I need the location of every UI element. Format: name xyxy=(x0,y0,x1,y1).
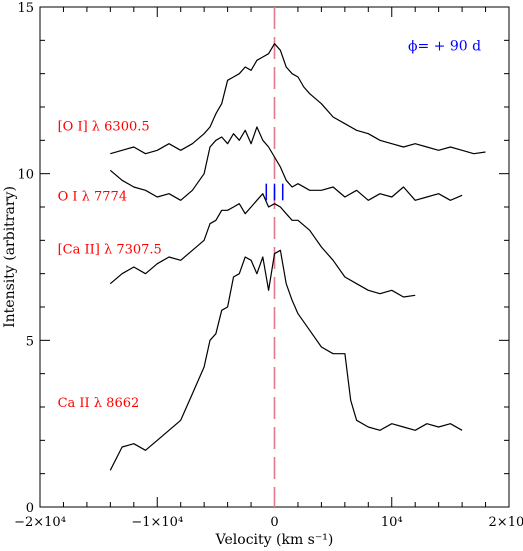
axis-tick-labels: −2×10⁴ −1×10⁴ 0 10⁴ 2×10⁴ 0 5 10 15 xyxy=(14,1,523,530)
series-line-1 xyxy=(109,126,463,201)
x-tick-label: 0 xyxy=(270,515,278,530)
series-label-2: [Ca II] λ 7307.5 xyxy=(58,243,162,258)
y-tick-label: 15 xyxy=(17,1,34,16)
series-line-2 xyxy=(109,193,416,298)
x-tick-label: 10⁴ xyxy=(381,515,403,530)
y-tick-label: 5 xyxy=(26,334,34,349)
series-labels: [O I] λ 6300.5 O I λ 7774 [Ca II] λ 7307.5… xyxy=(58,119,162,411)
y-tick-label: 0 xyxy=(26,501,34,516)
y-axis-title: Intensity (arbitrary) xyxy=(2,186,18,328)
y-tick-label: 10 xyxy=(17,168,34,183)
x-axis-title: Velocity (km s⁻¹) xyxy=(215,532,334,548)
series-label-3: Ca II λ 8662 xyxy=(58,396,140,411)
series-curves xyxy=(109,43,486,471)
x-tick-label: 2×10⁴ xyxy=(489,515,523,530)
phase-annotation: ϕ= + 90 d xyxy=(408,38,481,54)
series-line-0 xyxy=(110,43,486,155)
x-tick-label: −1×10⁴ xyxy=(131,515,183,530)
series-label-1: O I λ 7774 xyxy=(58,189,128,204)
velocity-markers xyxy=(265,183,284,201)
x-tick-label: −2×10⁴ xyxy=(14,515,66,530)
series-line-3 xyxy=(109,249,463,471)
series-label-0: [O I] λ 6300.5 xyxy=(58,119,150,134)
